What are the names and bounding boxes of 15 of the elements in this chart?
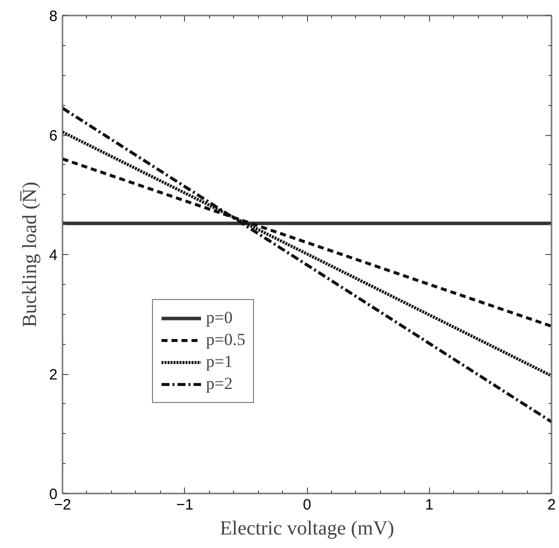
y-tick-label: 2	[49, 366, 58, 384]
y-axis-title: Buckling load (N̅)	[19, 182, 42, 328]
legend-label: p=2	[206, 374, 233, 394]
y-tick-label: 4	[49, 247, 58, 264]
legend-label: p=0.5	[206, 330, 246, 350]
x-tick-label: 1	[425, 496, 434, 514]
legend-label: p=0	[206, 308, 233, 328]
y-tick-label: 0	[49, 486, 58, 503]
y-tick-label: 8	[49, 8, 58, 25]
x-tick-label: 0	[302, 496, 312, 514]
x-tick-label: 2	[547, 496, 556, 514]
x-tick-label: −1	[176, 496, 194, 514]
y-tick-label: 6	[49, 128, 58, 144]
legend-label: p=1	[206, 352, 233, 372]
x-axis-title: Electric voltage (mV)	[220, 518, 394, 540]
